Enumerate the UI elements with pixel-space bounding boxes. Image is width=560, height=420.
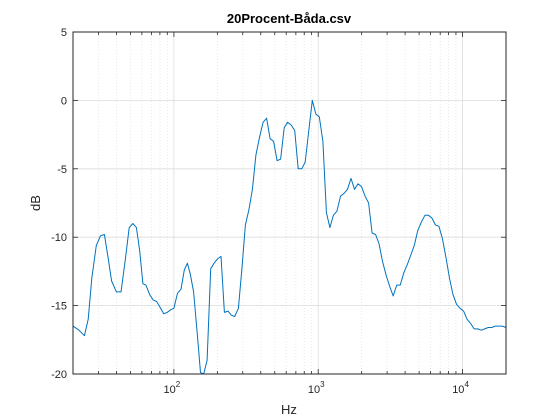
x-axis-label: Hz: [281, 402, 297, 417]
y-tick-label: -5: [57, 164, 67, 176]
x-tick-label: 104: [452, 380, 469, 396]
y-tick-label: -10: [51, 232, 67, 244]
grid: [73, 32, 506, 374]
axis-ticks: [73, 31, 506, 375]
series-group: [72, 99, 507, 375]
tick-labels: 102 103 104 5 0 -5 -10 -15 -20: [51, 27, 469, 396]
y-axis-label: dB: [28, 195, 43, 211]
plot-frame: [72, 31, 507, 375]
y-tick-label: 0: [61, 95, 67, 107]
chart-title: 20Procent-Båda.csv: [227, 11, 352, 26]
x-tick-label: 102: [164, 380, 181, 396]
y-tick-label: 5: [61, 27, 67, 39]
plot-area: [73, 32, 506, 374]
y-tick-label: -15: [51, 301, 67, 313]
y-tick-label: -20: [51, 369, 67, 381]
series-line: [72, 99, 507, 375]
x-tick-label: 103: [308, 380, 325, 396]
